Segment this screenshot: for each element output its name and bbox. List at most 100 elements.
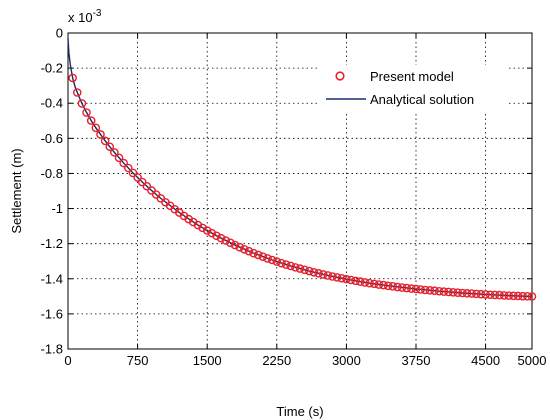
present-model-point <box>314 269 323 278</box>
y-multiplier-label: x 10 <box>68 10 93 25</box>
present-model-point <box>207 228 217 238</box>
present-model-point <box>430 286 439 296</box>
present-model-point <box>226 238 235 248</box>
grid <box>68 33 532 349</box>
present-model-point <box>393 282 402 292</box>
legend-background <box>318 65 508 111</box>
present-model-point <box>272 257 282 266</box>
present-model-point <box>495 290 504 300</box>
present-model-point <box>444 287 453 297</box>
present-model-point <box>86 116 96 125</box>
present-model-point <box>365 278 374 288</box>
present-model-point <box>91 123 101 133</box>
x-tick-labels: 0 750 1500 2250 3000 3750 4500 5000 <box>64 353 546 368</box>
present-model-point <box>119 158 128 168</box>
present-model-point <box>124 163 133 173</box>
present-model-point <box>249 248 258 258</box>
present-model-point <box>462 289 472 298</box>
present-model-point <box>397 283 407 292</box>
present-model-point <box>411 284 421 294</box>
present-model-point <box>295 264 305 273</box>
present-model-point <box>379 280 388 290</box>
x-tick-label: 3000 <box>332 353 361 368</box>
present-model-point <box>133 173 142 182</box>
present-model-point <box>96 130 105 139</box>
legend-marker-present-model <box>335 71 345 81</box>
present-model-point <box>263 254 272 263</box>
present-model-point <box>68 73 77 83</box>
present-model-point <box>499 291 509 300</box>
y-tick-label: -1.6 <box>41 306 63 321</box>
x-tick-label: 3750 <box>402 353 431 368</box>
present-model-point <box>509 291 518 301</box>
legend: Present model Analytical solution <box>318 65 508 111</box>
present-model-point <box>453 288 463 297</box>
present-model-point <box>77 99 87 108</box>
present-model-point <box>346 275 356 285</box>
present-model-point <box>82 108 91 117</box>
present-model-series <box>68 73 537 301</box>
y-multiplier-exponent: -3 <box>93 8 102 19</box>
y-tick-label: -1.4 <box>41 271 63 286</box>
plot-frame <box>67 32 533 350</box>
present-model-point <box>374 280 384 289</box>
present-model-point <box>416 285 425 294</box>
present-model-point <box>277 258 286 268</box>
present-model-point <box>369 279 379 289</box>
y-tick-label: -1 <box>51 201 63 216</box>
x-tick-label: 750 <box>127 353 149 368</box>
present-model-point <box>439 287 449 296</box>
present-model-point <box>258 252 268 261</box>
present-model-point <box>388 282 398 291</box>
present-model-point <box>467 289 476 298</box>
present-model-point <box>407 284 416 293</box>
present-model-point <box>425 286 435 295</box>
present-model-point <box>513 291 523 301</box>
present-model-point <box>128 168 138 178</box>
present-model-point <box>309 267 319 277</box>
present-model-point <box>230 240 240 250</box>
x-tick-label: 4500 <box>471 353 500 368</box>
present-model-point <box>281 260 291 269</box>
present-model-point <box>458 288 467 298</box>
present-model-point <box>332 273 342 282</box>
y-tick-label: -0.4 <box>41 96 63 111</box>
present-model-point <box>485 290 495 300</box>
y-tick-label: -0.8 <box>41 166 63 181</box>
present-model-point <box>434 286 444 296</box>
present-model-point <box>216 233 226 243</box>
present-model-point <box>202 226 212 235</box>
present-model-point <box>244 246 254 256</box>
present-model-point <box>300 265 309 275</box>
y-tick-labels: 0 -0.2 -0.4 -0.6 -0.8 -1 -1.2 -1.4 -1.6 -1.8 <box>41 26 63 357</box>
legend-label-analytical-solution: Analytical solution <box>370 92 474 107</box>
present-model-point <box>328 272 337 281</box>
present-model-point <box>383 281 393 291</box>
present-model-point <box>360 278 370 287</box>
present-model-point <box>323 271 333 280</box>
present-model-point <box>504 291 514 300</box>
x-tick-label: 2250 <box>262 353 291 368</box>
present-model-point <box>235 242 244 252</box>
present-model-point <box>137 177 147 187</box>
present-model-point <box>221 236 231 245</box>
x-tick-label: 1500 <box>193 353 222 368</box>
y-tick-label: -0.6 <box>41 131 63 146</box>
present-model-point <box>198 223 207 233</box>
present-model-point <box>304 266 314 276</box>
present-model-point <box>337 273 347 283</box>
present-model-point <box>351 276 360 286</box>
x-axis-label: Time (s) <box>276 404 323 419</box>
y-tick-label: -1.2 <box>41 236 63 251</box>
present-model-point <box>523 292 532 301</box>
x-tick-label: 0 <box>64 353 71 368</box>
present-model-point <box>110 148 119 157</box>
y-tick-label: -0.2 <box>41 61 63 76</box>
present-model-point <box>420 285 430 295</box>
present-model-point <box>212 231 221 241</box>
present-model-point <box>490 290 500 300</box>
y-tick-label: 0 <box>56 26 63 41</box>
present-model-point <box>518 291 528 301</box>
present-model-point <box>472 289 481 299</box>
